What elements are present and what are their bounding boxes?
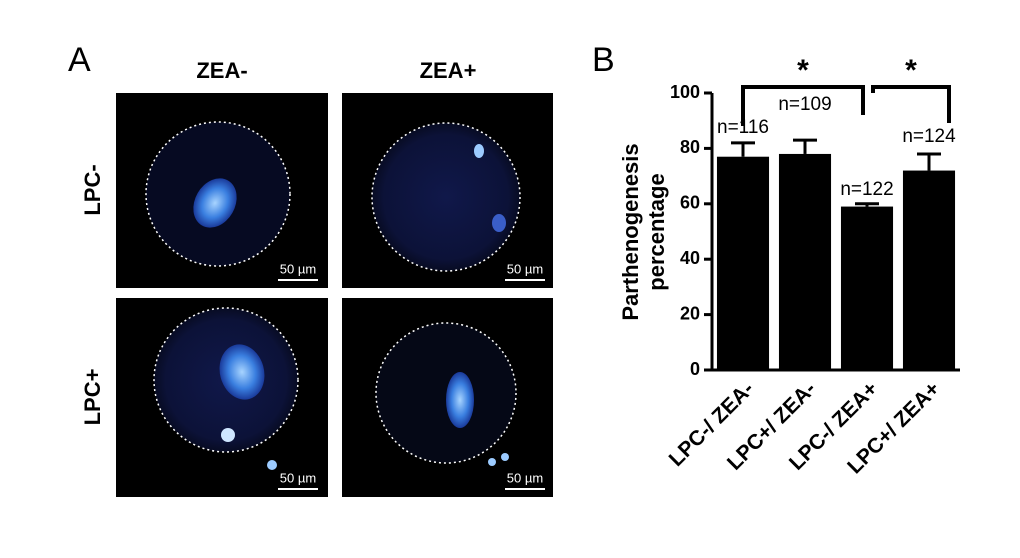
row-label: LPC- (80, 164, 105, 215)
error-bar (793, 138, 817, 154)
y-tick-label: 100 (670, 82, 700, 102)
sample-size: n=116 (717, 117, 769, 138)
micrograph: 50 µm (342, 298, 553, 497)
error-bar (917, 152, 941, 171)
y-tick-label: 80 (680, 137, 700, 157)
significance-star: * (797, 54, 809, 87)
significance-bracket (741, 85, 865, 126)
bar (778, 153, 832, 370)
column-label: ZEA- (196, 58, 247, 83)
y-tick-label: 20 (680, 303, 700, 323)
scale-bar-label: 50 µm (280, 261, 316, 276)
y-tick-label: 40 (680, 248, 700, 268)
y-axis-label: percentage (644, 173, 669, 290)
bar (840, 206, 894, 370)
micrograph: 50 µm (116, 298, 328, 497)
micrograph: 50 µm (342, 93, 553, 288)
error-bar (855, 202, 879, 207)
significance-bracket (871, 85, 951, 123)
sample-size: n=109 (778, 94, 831, 115)
row-label: LPC+ (80, 369, 105, 426)
y-axis-label: Parthenogenesis (618, 143, 643, 320)
bar (716, 156, 770, 370)
panel-label: B (592, 41, 615, 79)
y-tick-label: 60 (680, 193, 700, 213)
scale-bar-label: 50 µm (507, 470, 543, 485)
y-tick-label: 0 (690, 359, 700, 379)
micrograph: 50 µm (116, 93, 328, 288)
significance-star: * (905, 54, 917, 87)
scale-bar-label: 50 µm (280, 470, 316, 485)
bar (902, 170, 956, 370)
panel-label: A (68, 41, 91, 79)
scale-bar-label: 50 µm (507, 261, 543, 276)
error-bar (731, 141, 755, 157)
sample-size: n=122 (840, 179, 893, 200)
column-label: ZEA+ (420, 58, 477, 83)
sample-size: n=124 (902, 126, 956, 147)
